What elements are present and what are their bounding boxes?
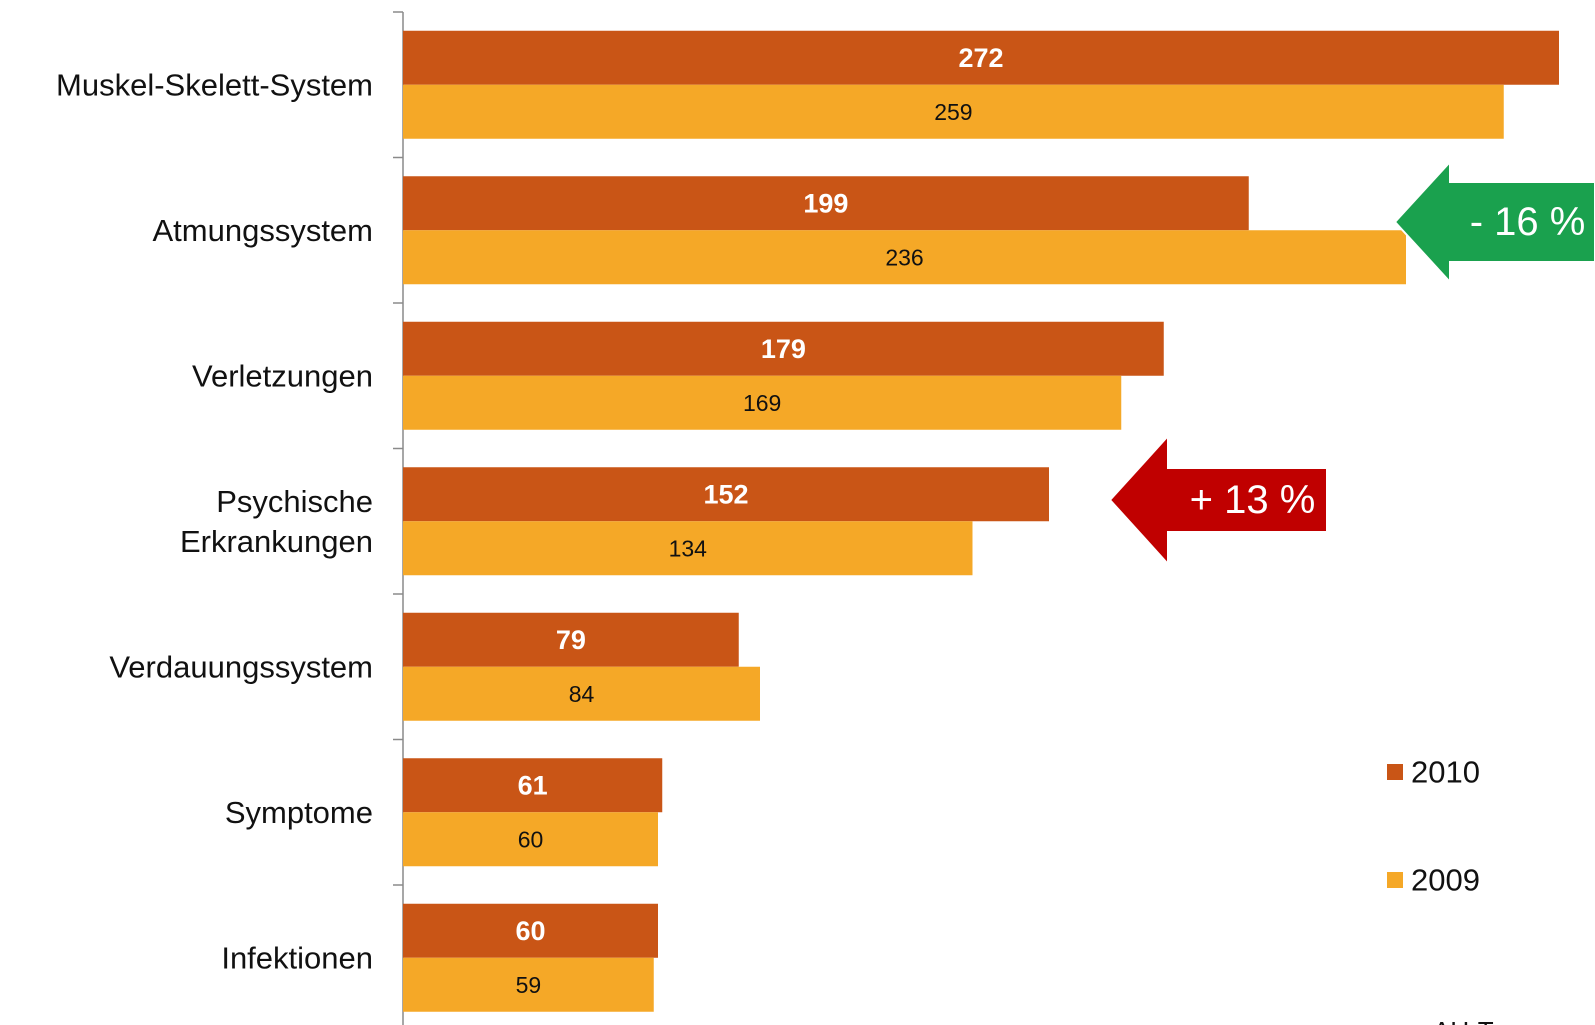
data-label-2010: 60 (515, 916, 545, 946)
legend-swatch-2010 (1387, 764, 1403, 780)
category-labels: Muskel-Skelett-System Atmungssystem Verlet… (56, 67, 373, 975)
axis-note: AU-Tage pro (1433, 1016, 1579, 1025)
legend-swatch-2009 (1387, 872, 1403, 888)
bar-2010 (403, 903, 658, 958)
category-label: Verdauungssystem (109, 649, 373, 684)
data-label-2009: 236 (885, 244, 923, 270)
legend: 2010 2009 (1387, 755, 1480, 898)
bar-2010 (403, 612, 739, 667)
bar-2009 (403, 521, 973, 576)
bar-2009 (403, 957, 654, 1012)
category-label: Verletzungen (192, 358, 373, 393)
bar-2010 (403, 30, 1559, 85)
legend-label-2009: 2009 (1411, 863, 1480, 898)
data-label-2009: 259 (934, 99, 972, 125)
category-label: Atmungssystem (152, 213, 373, 248)
data-label-2009: 59 (516, 972, 542, 998)
bar-2010 (403, 321, 1164, 376)
annotations: - 16 % + 13 % (1108, 159, 1595, 567)
category-label: Erkrankungen (180, 524, 373, 559)
category-label: Psychische (216, 484, 373, 519)
bar-2010 (403, 176, 1249, 231)
data-label-2010: 199 (803, 188, 848, 218)
data-label-2010: 79 (556, 625, 586, 655)
category-axis (393, 11, 404, 1025)
bar-2010 (403, 467, 1049, 522)
bar-2009 (403, 666, 760, 721)
data-label-2010: 61 (518, 770, 548, 800)
category-label: Symptome (225, 795, 373, 830)
data-label-2010: 179 (761, 334, 806, 364)
bar-2009 (403, 375, 1122, 430)
data-label-2010: 152 (703, 479, 748, 509)
bar-2010 (403, 758, 663, 813)
legend-label-2010: 2010 (1411, 755, 1480, 790)
data-label-2009: 169 (743, 390, 781, 416)
category-label: Infektionen (221, 940, 373, 975)
data-label-2009: 134 (669, 535, 708, 561)
bar-2009 (403, 84, 1504, 139)
change-annotation-label: + 13 % (1190, 478, 1316, 522)
data-label-2009: 84 (569, 681, 595, 707)
change-arrow-icon (1108, 433, 1328, 567)
bar-2009 (403, 230, 1406, 285)
change-annotation-label: - 16 % (1470, 200, 1586, 244)
category-label: Muskel-Skelett-System (56, 67, 373, 102)
change-arrow-icon (1393, 159, 1595, 285)
bar-2009 (403, 812, 658, 867)
data-label-2009: 60 (518, 826, 544, 852)
data-label-2010: 272 (958, 43, 1003, 73)
bars: 272 259 199 236 179 169 152 134 79 84 61 60 60 59 (403, 30, 1559, 1012)
